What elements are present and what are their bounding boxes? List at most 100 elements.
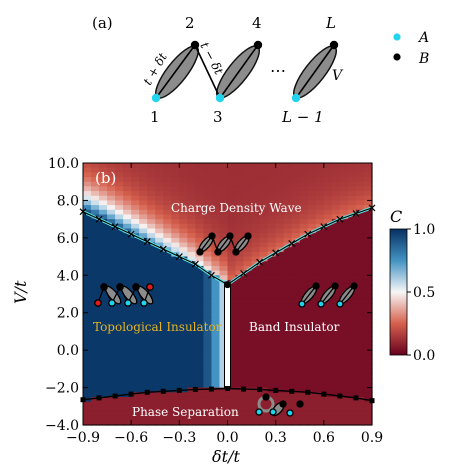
heatmap-cell <box>355 200 365 206</box>
heatmap-cell <box>315 237 325 244</box>
heatmap-cell <box>195 364 205 370</box>
heatmap-cell <box>347 237 357 244</box>
heatmap-cell <box>195 209 205 216</box>
heatmap-cell <box>291 415 301 421</box>
heatmap-cell <box>339 312 349 318</box>
heatmap-cell <box>259 336 269 342</box>
heatmap-cell <box>107 354 116 361</box>
heatmap-cell <box>171 345 180 351</box>
heatmap-cell <box>115 401 124 407</box>
heatmap-cell <box>331 261 341 267</box>
heatmap-cell <box>91 242 100 248</box>
heatmap-cell <box>171 181 180 187</box>
heatmap-cell <box>251 317 261 323</box>
heatmap-cell <box>131 415 140 421</box>
heatmap-cell <box>315 331 325 337</box>
heatmap-cell <box>219 401 229 407</box>
heatmap-cell <box>259 294 269 300</box>
heatmap-cell <box>115 378 124 384</box>
heatmap-cell <box>339 331 349 337</box>
heatmap-cell <box>123 163 132 169</box>
heatmap-cell <box>91 177 100 183</box>
heatmap-cell <box>139 387 148 393</box>
heatmap-cell <box>259 401 269 407</box>
y-axis-title: V/t <box>11 280 30 304</box>
heatmap-cell <box>139 251 148 258</box>
heatmap-cell <box>267 261 277 267</box>
heatmap-cell <box>355 326 365 333</box>
heatmap-cell <box>259 228 269 234</box>
heatmap-cell <box>267 289 277 295</box>
heatmap-cell <box>155 228 164 234</box>
heatmap-cell <box>115 336 124 342</box>
site-label-4: 4 <box>252 14 262 32</box>
heatmap-cell <box>347 251 357 258</box>
heatmap-cell <box>187 256 196 262</box>
heatmap-cell <box>123 350 132 356</box>
heatmap-cell <box>163 270 172 276</box>
heatmap-cell <box>115 373 124 379</box>
heatmap-cell <box>131 392 140 398</box>
heatmap-cell <box>163 256 172 262</box>
heatmap-cell <box>227 326 237 333</box>
heatmap-cell <box>235 308 245 314</box>
x-tick-label: −0.3 <box>162 430 196 446</box>
heatmap-cell <box>123 172 132 178</box>
heatmap-cell <box>235 163 245 169</box>
heatmap-cell <box>243 167 253 173</box>
heatmap-cell <box>331 406 341 412</box>
cdw-boundary-marker <box>191 260 199 268</box>
heatmap-cell <box>195 191 205 197</box>
heatmap-cell <box>283 279 293 286</box>
heatmap-cell <box>259 242 269 248</box>
heatmap-cell <box>139 336 148 342</box>
heatmap-cell <box>99 303 108 309</box>
heatmap-cell <box>147 209 156 216</box>
heatmap-cell <box>195 205 205 211</box>
heatmap-cell <box>139 233 148 239</box>
heatmap-cell <box>171 373 180 379</box>
heatmap-cell <box>83 340 92 347</box>
heatmap-cell <box>115 172 124 178</box>
heatmap-cell <box>211 163 221 169</box>
heatmap-cell <box>315 410 325 417</box>
heatmap-cell <box>91 368 100 375</box>
heatmap-cell <box>307 317 317 323</box>
heatmap-cell <box>91 181 100 187</box>
heatmap-cell <box>91 359 100 365</box>
heatmap-cell <box>259 163 269 169</box>
heatmap-cell <box>251 382 261 389</box>
heatmap-cell <box>331 163 341 169</box>
heatmap-cell <box>203 382 213 389</box>
heatmap-cell <box>195 233 205 239</box>
heatmap-cell <box>99 233 108 239</box>
icon-cdw-site <box>244 232 252 240</box>
legend-marker-a <box>393 33 401 41</box>
heatmap-cell <box>267 312 277 318</box>
heatmap-cell <box>275 345 285 351</box>
heatmap-cell <box>347 308 357 314</box>
heatmap-cell <box>187 177 196 183</box>
heatmap-cell <box>243 279 253 286</box>
heatmap-cell <box>123 242 132 248</box>
heatmap-cell <box>99 373 108 379</box>
heatmap-cell <box>235 303 245 309</box>
heatmap-cell <box>155 317 164 323</box>
heatmap-cell <box>251 242 261 248</box>
heatmap-cell <box>227 406 237 412</box>
heatmap-cell <box>331 294 341 300</box>
heatmap-cell <box>187 401 196 407</box>
heatmap-cell <box>339 317 349 323</box>
heatmap-cell <box>139 350 148 356</box>
heatmap-cell <box>227 242 237 248</box>
heatmap-cell <box>179 242 188 248</box>
heatmap-cell <box>203 331 213 337</box>
heatmap-cell <box>115 396 124 403</box>
heatmap-cell <box>115 354 124 361</box>
heatmap-cell <box>99 186 108 192</box>
heatmap-cell <box>267 279 277 286</box>
heatmap-cell <box>179 270 188 276</box>
heatmap-cell <box>219 345 229 351</box>
heatmap-cell <box>131 214 140 220</box>
ps-boundary-marker <box>241 386 247 392</box>
